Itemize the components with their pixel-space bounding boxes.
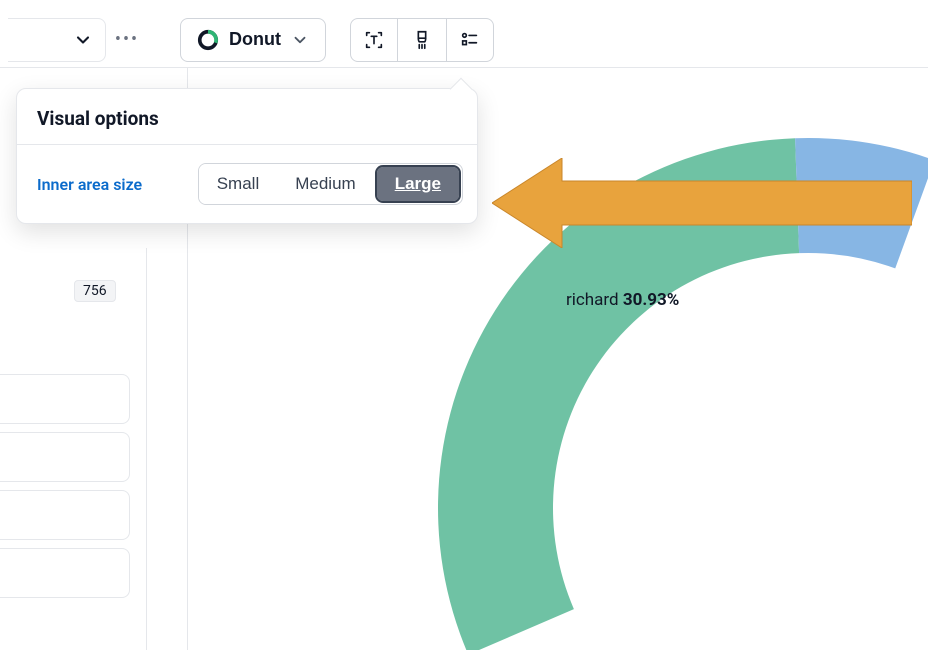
paintbrush-icon (411, 29, 433, 51)
inner-area-size-segmented: SmallMediumLarge (198, 163, 463, 205)
chevron-down-icon (73, 30, 93, 50)
toolbar: ••• Donut (0, 12, 928, 68)
sidebar-card[interactable] (0, 432, 130, 482)
sidebar-card[interactable] (0, 548, 130, 598)
slice-label: richard 30.93% (566, 290, 679, 310)
slice-label-percent: 30.93% (623, 290, 680, 310)
popover-title: Visual options (17, 89, 477, 145)
drag-handle-icon[interactable]: ••• (114, 18, 140, 62)
visual-options-popover: Visual options Inner area size SmallMedi… (16, 88, 478, 224)
inner-area-size-row: Inner area size SmallMediumLarge (17, 145, 477, 223)
text-selection-icon (363, 29, 385, 51)
donut-slice-richard[interactable] (438, 138, 799, 650)
sidebar-value-pill: 756 (74, 280, 116, 302)
slice-label-name: richard (566, 290, 619, 310)
size-option-small[interactable]: Small (199, 164, 278, 204)
chevron-down-icon (291, 31, 309, 49)
settings-list-icon (459, 29, 481, 51)
view-options-group (350, 18, 494, 62)
donut-slice-slice2[interactable] (795, 138, 928, 268)
sidebar-card[interactable] (0, 374, 130, 424)
text-selection-button[interactable] (350, 18, 398, 62)
sidebar-card[interactable] (0, 490, 130, 540)
toolbar-left-dropdown[interactable] (8, 18, 106, 62)
donut-chart-icon (197, 29, 219, 51)
visual-options-button[interactable] (398, 18, 446, 62)
size-option-medium[interactable]: Medium (277, 164, 373, 204)
settings-list-button[interactable] (446, 18, 494, 62)
size-option-large[interactable]: Large (377, 167, 459, 201)
chart-type-label: Donut (229, 29, 281, 50)
chart-type-selector[interactable]: Donut (180, 18, 326, 62)
inner-area-size-label[interactable]: Inner area size (37, 175, 142, 194)
sidebar-divider (146, 248, 147, 650)
